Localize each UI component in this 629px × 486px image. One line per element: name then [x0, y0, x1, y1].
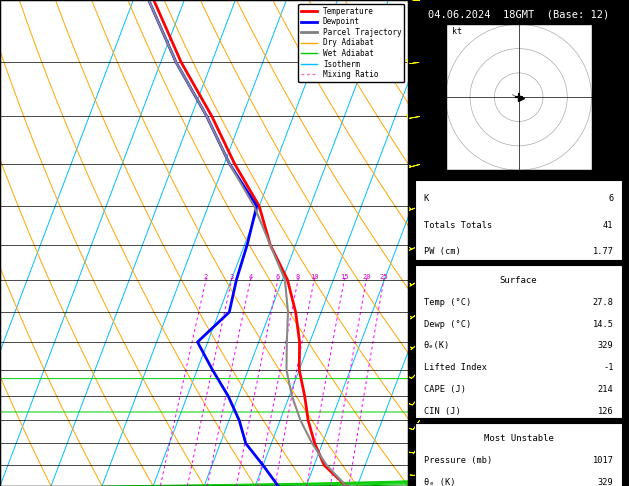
Text: 27.8: 27.8	[593, 297, 613, 307]
Text: 329: 329	[598, 478, 613, 486]
Text: 25: 25	[379, 274, 388, 280]
Text: K: K	[424, 194, 429, 203]
Text: 1.77: 1.77	[593, 247, 613, 257]
Text: 10: 10	[310, 274, 318, 280]
Text: 6: 6	[276, 274, 280, 280]
Legend: Temperature, Dewpoint, Parcel Trajectory, Dry Adiabat, Wet Adiabat, Isotherm, Mi: Temperature, Dewpoint, Parcel Trajectory…	[298, 4, 404, 82]
Text: 3: 3	[230, 274, 234, 280]
Text: CIN (J): CIN (J)	[424, 407, 460, 416]
Text: 15: 15	[340, 274, 348, 280]
Text: θₑ(K): θₑ(K)	[424, 342, 450, 350]
Text: -1: -1	[603, 364, 613, 372]
Text: Pressure (mb): Pressure (mb)	[424, 456, 492, 465]
Text: 329: 329	[598, 342, 613, 350]
Text: CAPE (J): CAPE (J)	[424, 385, 465, 394]
FancyBboxPatch shape	[415, 180, 622, 260]
Text: 41: 41	[603, 221, 613, 230]
FancyBboxPatch shape	[415, 265, 622, 418]
Text: 126: 126	[598, 407, 613, 416]
Text: Most Unstable: Most Unstable	[484, 434, 554, 443]
Text: 04.06.2024  18GMT  (Base: 12): 04.06.2024 18GMT (Base: 12)	[428, 10, 610, 20]
Text: © weatheronline.co.uk: © weatheronline.co.uk	[466, 472, 571, 481]
Text: Dewp (°C): Dewp (°C)	[424, 320, 471, 329]
Text: Lifted Index: Lifted Index	[424, 364, 487, 372]
Text: 2: 2	[204, 274, 208, 280]
Text: 6: 6	[608, 194, 613, 203]
FancyBboxPatch shape	[415, 423, 622, 486]
Text: PW (cm): PW (cm)	[424, 247, 460, 257]
Text: kt: kt	[452, 27, 462, 36]
Text: θₑ (K): θₑ (K)	[424, 478, 455, 486]
Text: LCL: LCL	[411, 415, 426, 423]
Text: 14.5: 14.5	[593, 320, 613, 329]
Text: 1017: 1017	[593, 456, 613, 465]
Text: 8: 8	[296, 274, 300, 280]
Text: 20: 20	[362, 274, 370, 280]
Text: Surface: Surface	[500, 276, 537, 285]
Text: 4: 4	[248, 274, 252, 280]
Text: Temp (°C): Temp (°C)	[424, 297, 471, 307]
Text: Totals Totals: Totals Totals	[424, 221, 492, 230]
Text: 214: 214	[598, 385, 613, 394]
